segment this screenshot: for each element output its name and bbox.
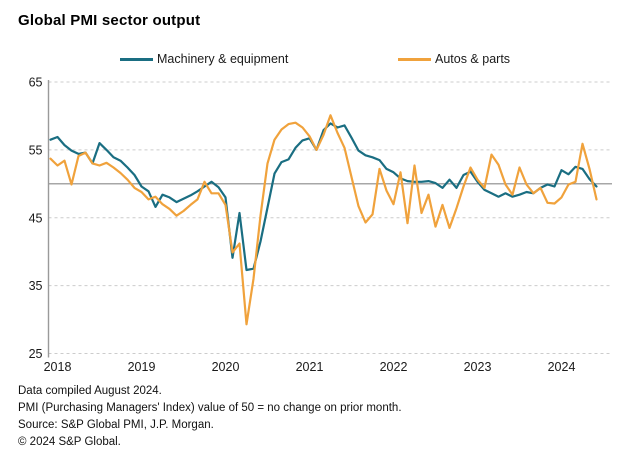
x-axis-label-2018: 2018 (44, 360, 72, 374)
x-axis-label-2019: 2019 (128, 360, 156, 374)
y-axis-label-55: 55 (29, 143, 43, 157)
x-axis-label-2024: 2024 (548, 360, 576, 374)
chart-footer: Data compiled August 2024. PMI (Purchasi… (18, 383, 402, 451)
autos-parts-line (49, 114, 598, 326)
footer-line-compiled: Data compiled August 2024. (18, 385, 162, 397)
x-axis-label-2022: 2022 (380, 360, 408, 374)
x-axis-label-2020: 2020 (212, 360, 240, 374)
y-axis-label-45: 45 (29, 211, 43, 225)
x-axis-label-2023: 2023 (464, 360, 492, 374)
legend: Machinery & equipment Autos & parts (0, 51, 627, 67)
footer-line-pmi-note: PMI (Purchasing Managers' Index) value o… (18, 402, 402, 414)
autos-line-swatch (398, 57, 431, 61)
machinery-equipment-line (49, 122, 598, 272)
legend-item-autos: Autos & parts (398, 51, 510, 67)
chart-title: Global PMI sector output (18, 12, 201, 29)
y-axis-label-35: 35 (29, 279, 43, 293)
machinery-line-swatch (120, 57, 153, 61)
legend-item-machinery: Machinery & equipment (120, 51, 288, 67)
y-axis-label-25: 25 (29, 347, 43, 361)
legend-label-machinery: Machinery & equipment (157, 52, 289, 66)
x-axis-label-2021: 2021 (296, 360, 324, 374)
footer-line-source: Source: S&P Global PMI, J.P. Morgan. (18, 419, 214, 431)
y-axis-label-65: 65 (29, 76, 43, 90)
footer-line-copyright: © 2024 S&P Global. (18, 436, 121, 448)
legend-label-autos: Autos & parts (435, 52, 511, 66)
